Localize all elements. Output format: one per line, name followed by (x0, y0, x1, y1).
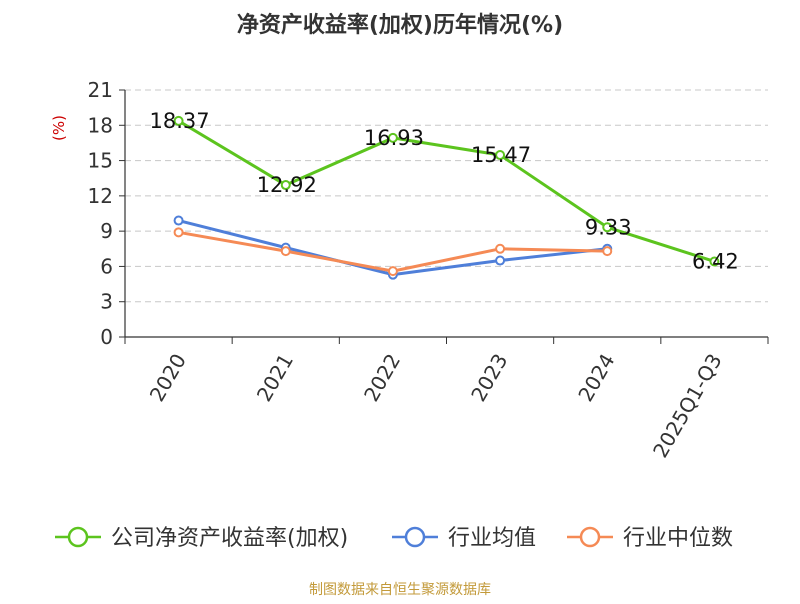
data-source-footer: 制图数据来自恒生聚源数据库 (309, 582, 491, 598)
y-tick-label: 0 (100, 325, 113, 349)
legend-marker (579, 526, 601, 548)
chart-title: 净资产收益率(加权)历年情况(%) (237, 12, 563, 38)
data-point (280, 180, 291, 191)
data-point (173, 215, 184, 226)
y-tick-label: 6 (100, 254, 113, 278)
y-tick-label: 12 (88, 184, 113, 208)
data-label: 9.33 (585, 215, 632, 239)
grid-lines (125, 89, 768, 303)
data-label: 18.37 (150, 109, 210, 133)
data-point (173, 115, 184, 126)
data-label: 12.92 (257, 173, 317, 197)
x-tick-label: 2022 (359, 350, 405, 406)
data-labels: 18.37 12.92 16.93 15.47 9.33 6.42 (150, 109, 739, 274)
series-layer (173, 115, 720, 280)
data-point (495, 255, 506, 266)
series-line (177, 119, 715, 263)
x-tick-label: 2023 (466, 350, 512, 406)
y-tick-label: 21 (88, 78, 113, 102)
data-point (709, 256, 720, 267)
data-point (602, 222, 613, 233)
data-point (387, 132, 398, 143)
x-tick-label: 2021 (252, 350, 298, 406)
legend-label: 行业均值 (448, 526, 536, 551)
data-point (495, 243, 506, 254)
data-point (387, 266, 398, 277)
x-tick-label: 2024 (573, 350, 619, 406)
y-tick-label: 15 (88, 149, 113, 173)
data-label: 16.93 (364, 126, 424, 150)
x-tick-label: 2020 (145, 350, 191, 406)
legend-label: 公司净资产收益率(加权) (111, 526, 348, 551)
data-label: 15.47 (471, 143, 531, 167)
data-point (173, 227, 184, 238)
legend-marker (67, 526, 89, 548)
y-axis-unit-label: (%) (50, 115, 68, 141)
data-point (495, 150, 506, 161)
y-tick-label: 3 (100, 290, 113, 314)
data-point (602, 246, 613, 257)
legend: 公司净资产收益率(加权) 行业均值 行业中位数 (55, 526, 733, 551)
x-tick-label: 2025Q1-Q3 (648, 350, 727, 462)
y-tick-label: 18 (88, 113, 113, 137)
legend-marker (404, 526, 426, 548)
data-label: 6.42 (692, 249, 739, 273)
y-tick-label: 9 (100, 219, 113, 243)
legend-label: 行业中位数 (623, 526, 733, 551)
data-point (280, 246, 291, 257)
